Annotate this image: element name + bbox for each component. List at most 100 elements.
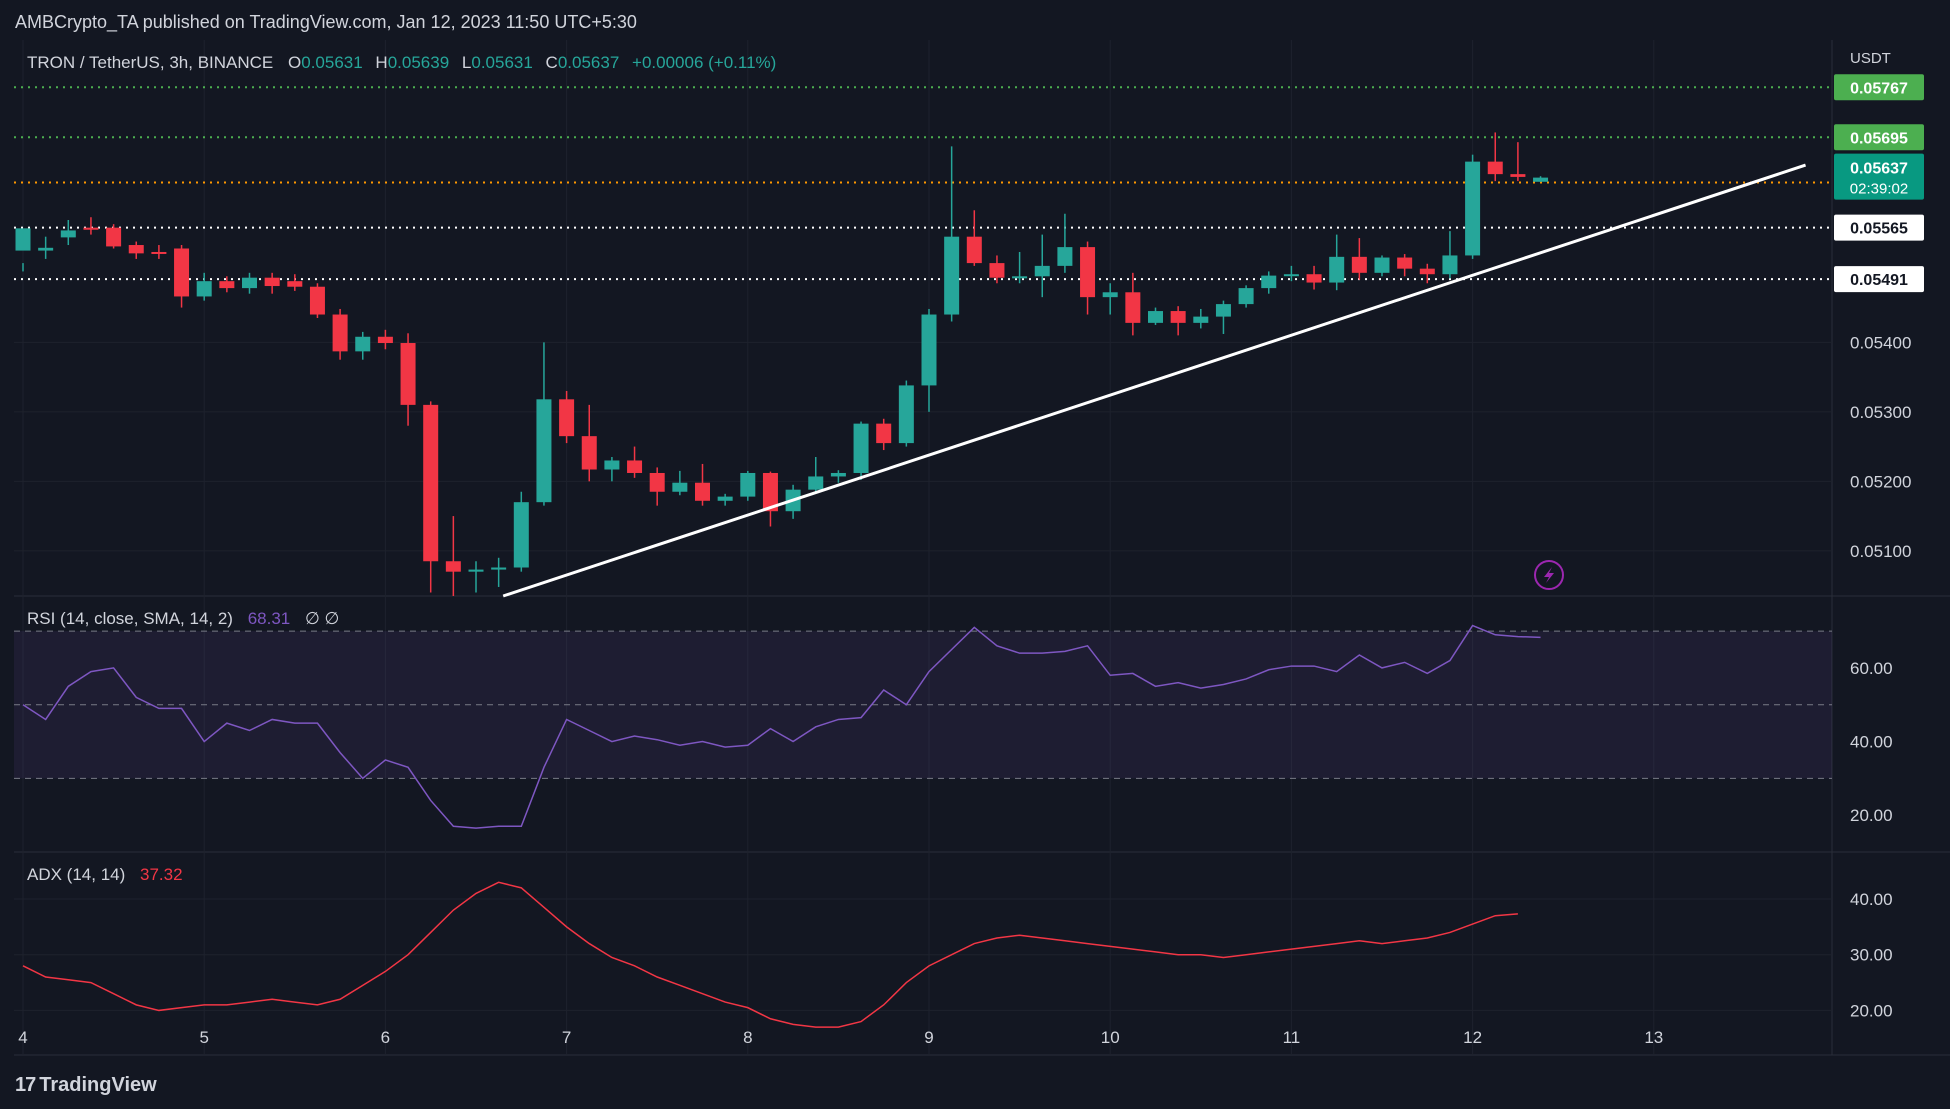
y-tick-label: 0.05200 (1850, 472, 1911, 491)
candle-body (60, 230, 76, 238)
candle-body (1419, 268, 1435, 275)
candle-body (1034, 265, 1050, 277)
adx-tick-label: 20.00 (1850, 1001, 1893, 1020)
candle-body (853, 423, 869, 473)
ohlc-low: L0.05631 (461, 53, 533, 72)
candle-body (355, 336, 371, 352)
price-tag-label: 0.05491 (1850, 272, 1908, 289)
candle-body (287, 281, 303, 287)
x-tick-label: 11 (1283, 1028, 1301, 1047)
tradingview-logo-icon: 17 (15, 1074, 36, 1096)
candle-body (15, 228, 31, 251)
candle-body (876, 423, 892, 444)
candle-body (1329, 256, 1345, 283)
ohlc-open: O0.05631 (288, 53, 363, 72)
candle-body (1193, 316, 1209, 323)
candle-body (898, 385, 914, 444)
candle-body (1351, 256, 1367, 273)
adx-line (22, 881, 1518, 1028)
price-tag (1834, 214, 1924, 241)
candle-body (1306, 274, 1322, 283)
axes: 4 5 6 7 8 9 10 11 12 13 0.05100 0.05200 0.05300 0.054… (18, 333, 1911, 1047)
candle-body (468, 569, 484, 572)
candle-body (128, 245, 144, 254)
adx-tick-label: 30.00 (1850, 946, 1893, 965)
candle-body (38, 247, 54, 251)
adx-legend[interactable]: ADX (14, 14) 37.32 (27, 865, 187, 885)
candle-body (1533, 177, 1549, 182)
candle-body (1170, 311, 1186, 323)
x-tick-label: 4 (18, 1028, 27, 1047)
lightning-icon (1534, 560, 1564, 590)
price-tag (1834, 124, 1924, 151)
candle-body (151, 251, 167, 254)
candle-body (513, 502, 529, 568)
rsi-legend[interactable]: RSI (14, close, SMA, 14, 2) 68.31 ∅ ∅ (27, 609, 343, 629)
adx-legend-value: 37.32 (140, 865, 183, 884)
candle-body (717, 496, 733, 501)
candle-body (1261, 275, 1277, 289)
rsi-legend-extra: ∅ ∅ (304, 609, 340, 628)
ohlc-close: C0.05637 (545, 53, 620, 72)
candle-body (966, 236, 982, 264)
candle-body (1397, 257, 1413, 269)
price-tag (1834, 266, 1924, 293)
candle-body (1374, 257, 1390, 273)
candle-body (106, 227, 122, 247)
candle-body (83, 227, 99, 230)
candle-body (332, 314, 348, 352)
candle-body (1487, 161, 1503, 175)
adx-tick-label: 40.00 (1850, 890, 1893, 909)
price-tag (1834, 74, 1924, 101)
trendline (502, 163, 1807, 598)
price-tag-label: 0.05695 (1850, 130, 1908, 147)
candle-body (536, 399, 552, 503)
candle-body (242, 277, 257, 289)
candle-body (1465, 161, 1481, 256)
rsi-tick-label: 60.00 (1850, 659, 1893, 678)
rsi-legend-name: RSI (14, close, SMA, 14, 2) (27, 609, 233, 628)
candle-body (309, 286, 325, 315)
candle-body (649, 472, 665, 492)
gridlines (14, 40, 1950, 1056)
price-tag-label: 0.05565 (1850, 221, 1908, 238)
lightning-icon-ring (1534, 560, 1564, 590)
x-tick-label: 6 (381, 1028, 390, 1047)
candle-body (830, 472, 846, 477)
candle-body (762, 472, 778, 512)
footer-brand[interactable]: 17 TradingView (15, 1074, 157, 1097)
symbol-legend[interactable]: TRON / TetherUS, 3h, BINANCE O0.05631 H0… (27, 53, 780, 73)
candle-body (400, 343, 416, 405)
candle-body (695, 482, 710, 501)
x-tick-label: 10 (1101, 1028, 1120, 1047)
candle-body (1510, 174, 1526, 177)
lightning-icon-bolt (1544, 567, 1554, 583)
candle-body (1442, 255, 1458, 275)
adx-panel: 40.00 30.00 20.00 (14, 881, 1893, 1028)
x-tick-label: 7 (562, 1028, 571, 1047)
brand-name: TradingView (39, 1074, 157, 1096)
adx-legend-name: ADX (14, 14) (27, 865, 126, 884)
x-tick-label: 13 (1644, 1028, 1663, 1047)
x-tick-label: 5 (199, 1028, 208, 1047)
candle-body (423, 404, 439, 562)
candle-body (581, 436, 597, 470)
y-tick-label: 0.05400 (1850, 333, 1911, 352)
candle-body (219, 281, 235, 289)
x-tick-label: 8 (743, 1028, 752, 1047)
rsi-panel: 60.00 40.00 20.00 (14, 624, 1893, 829)
last-price-label: 0.05637 (1850, 161, 1908, 178)
candle-body (740, 472, 756, 497)
candle-body (1148, 311, 1163, 323)
candle-body (1125, 292, 1141, 323)
candle-body (1102, 292, 1118, 298)
candle-body (196, 281, 212, 297)
candlestick-series (15, 132, 1549, 596)
candle-body (672, 482, 688, 492)
rsi-legend-value: 68.31 (247, 609, 291, 628)
countdown-label: 02:39:02 (1850, 181, 1908, 198)
last-price-tag (1834, 153, 1924, 200)
currency-label: USDT (1850, 50, 1891, 67)
candle-body (491, 567, 507, 570)
